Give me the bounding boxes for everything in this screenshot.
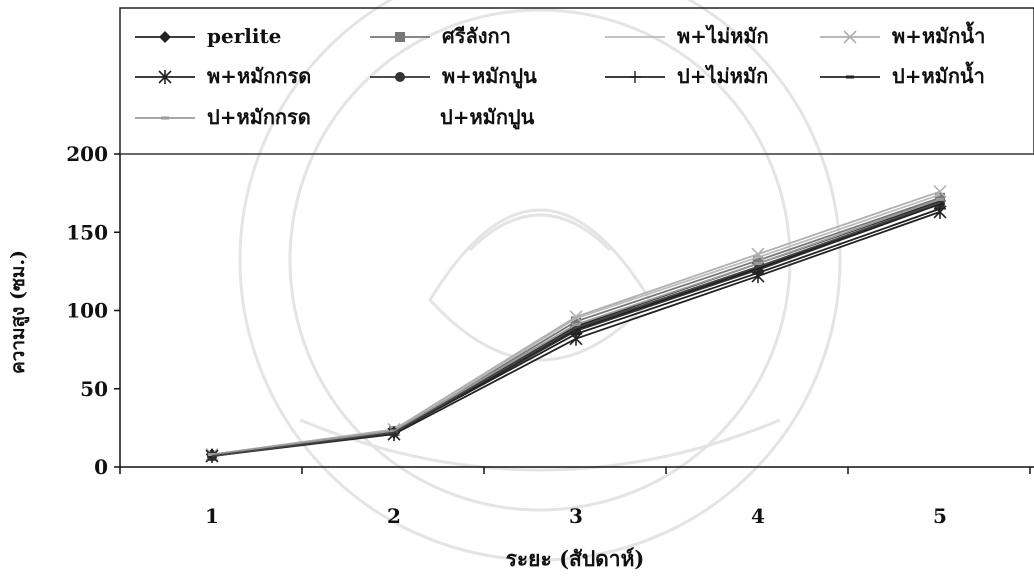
y-axis-label: ความสูง (ซม.)	[7, 250, 30, 374]
legend-item: พ+หมักกรด	[135, 64, 311, 88]
legend-item: perlite	[135, 24, 281, 48]
data-point	[395, 32, 405, 42]
data-point	[395, 72, 405, 82]
legend: perlite ศรีลังกา พ+ไม่หมัก พ+หมักน้ำพ+หมักก…	[135, 21, 985, 131]
data-point	[754, 266, 762, 270]
x-tick-label: 5	[933, 504, 947, 528]
data-point	[629, 71, 641, 83]
x-tick-label: 3	[569, 504, 583, 528]
legend-item: พ+หมักปูน	[370, 64, 537, 90]
axes: 0 50 100 150 200 1 2 3 4 5	[66, 142, 1034, 528]
y-tick-label: 150	[66, 220, 108, 244]
legend-label: perlite	[207, 24, 281, 48]
legend-item: พ+หมักน้ำ	[820, 21, 985, 48]
y-tick-label: 200	[66, 142, 108, 166]
series-layer	[205, 184, 947, 464]
data-point	[754, 262, 762, 266]
x-tick-label: 4	[751, 504, 765, 528]
legend-item: ป+หมักน้ำ	[820, 61, 985, 88]
series-9	[208, 197, 944, 456]
legend-item: พ+ไม่หมัก	[605, 24, 769, 48]
data-point	[572, 327, 580, 331]
legend-item: ป+หมักปูน	[440, 105, 535, 131]
data-point	[846, 75, 854, 79]
legend-label: พ+หมักปูน	[442, 64, 537, 90]
data-point	[159, 31, 171, 43]
data-point	[936, 202, 944, 206]
data-point	[390, 429, 398, 433]
x-axis-label: ระยะ (สัปดาห์)	[506, 546, 645, 571]
legend-label: พ+หมักกรด	[207, 64, 311, 88]
data-point	[571, 316, 581, 327]
x-tick-label: 2	[387, 504, 401, 528]
legend-label: ป+หมักน้ำ	[892, 61, 985, 88]
y-tick-label: 50	[80, 377, 108, 401]
legend-label: พ+ไม่หมัก	[677, 24, 769, 48]
legend-item: ป+หมักกรด	[135, 105, 311, 129]
data-point	[569, 310, 583, 324]
data-point	[936, 197, 944, 201]
legend-label: พ+หมักน้ำ	[892, 21, 985, 48]
data-point	[933, 184, 947, 199]
series-line	[211, 201, 941, 457]
data-point	[843, 30, 857, 44]
series-10	[211, 201, 941, 457]
legend-item: ศรีลังกา	[370, 24, 511, 48]
watermark-seal	[238, 0, 842, 562]
data-point	[161, 116, 169, 120]
data-point	[753, 255, 763, 266]
x-tick-label: 1	[205, 504, 219, 528]
data-point	[158, 70, 172, 84]
legend-label: ศรีลังกา	[442, 24, 511, 48]
data-point	[751, 247, 765, 261]
data-point	[208, 452, 216, 456]
legend-label: ป+หมักปูน	[440, 105, 535, 131]
y-tick-label: 100	[66, 299, 108, 323]
legend-label: ป+หมักกรด	[207, 105, 311, 129]
data-point	[935, 192, 945, 203]
y-tick-label: 0	[94, 455, 108, 479]
data-point	[572, 323, 580, 327]
legend-label: ป+ไม่หมัก	[677, 64, 768, 88]
legend-item: ป+ไม่หมัก	[605, 64, 768, 88]
